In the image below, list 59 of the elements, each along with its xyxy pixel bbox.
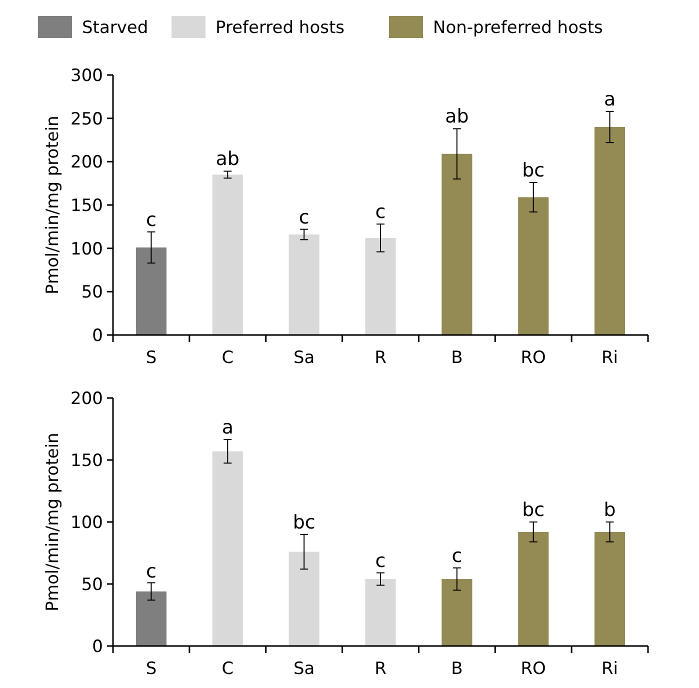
bar <box>212 451 243 646</box>
x-tick-label: Ri <box>602 348 618 368</box>
bar <box>518 532 549 646</box>
annotation: ab <box>216 148 240 170</box>
x-tick-label: S <box>146 659 157 679</box>
y-tick-label: 0 <box>92 326 103 346</box>
y-tick-label: 100 <box>70 239 103 260</box>
bar <box>594 532 626 646</box>
x-tick-label: C <box>222 659 234 679</box>
bar <box>442 154 472 335</box>
x-tick-label: R <box>374 659 387 679</box>
annotation: bc <box>292 511 316 534</box>
legend-label: Starved <box>82 18 148 38</box>
x-tick-label: Ri <box>602 659 618 679</box>
y-axis-title: Pmol/min/mg protein <box>43 432 63 612</box>
y-tick-label: 50 <box>81 574 103 595</box>
x-tick-label: C <box>222 348 234 368</box>
bar <box>288 234 320 335</box>
x-tick-label: RO <box>520 348 546 368</box>
legend-label: Preferred hosts <box>216 18 345 38</box>
x-tick-label: B <box>451 659 463 679</box>
bar <box>365 238 396 335</box>
annotation: a <box>604 88 616 110</box>
y-tick-label: 300 <box>70 66 103 86</box>
bar <box>365 579 396 646</box>
legend-label: Non-preferred hosts <box>433 18 603 38</box>
annotation: a <box>222 416 234 439</box>
bar <box>518 197 549 335</box>
annotation: c <box>452 544 462 567</box>
annotation: bc <box>522 159 545 182</box>
y-tick-label: 50 <box>81 282 103 303</box>
x-tick-label: Sa <box>293 348 315 368</box>
bar <box>288 552 320 646</box>
annotation: b <box>604 499 616 521</box>
bar <box>594 127 626 335</box>
y-tick-label: 100 <box>70 512 103 533</box>
x-tick-label: B <box>451 348 463 368</box>
annotation: c <box>298 206 310 228</box>
annotation: c <box>146 560 156 582</box>
x-tick-label: R <box>374 348 387 368</box>
y-tick-label: 150 <box>70 450 103 471</box>
bar <box>212 174 243 335</box>
x-tick-label: RO <box>520 659 546 679</box>
annotation: bc <box>522 499 545 521</box>
y-axis-title: Pmol/min/mg protein <box>43 116 63 294</box>
bar <box>136 247 166 335</box>
annotation: c <box>146 208 156 231</box>
annotation: ab <box>445 106 469 128</box>
bar <box>136 591 166 646</box>
y-tick-label: 200 <box>70 152 103 173</box>
annotation: c <box>375 550 386 572</box>
y-tick-label: 0 <box>92 636 103 657</box>
annotation: c <box>375 201 386 224</box>
y-tick-label: 250 <box>70 109 103 130</box>
y-tick-label: 200 <box>70 388 103 409</box>
x-tick-label: S <box>146 348 157 368</box>
bar <box>442 579 472 646</box>
y-tick-label: 150 <box>70 196 103 216</box>
x-tick-label: Sa <box>293 659 315 679</box>
